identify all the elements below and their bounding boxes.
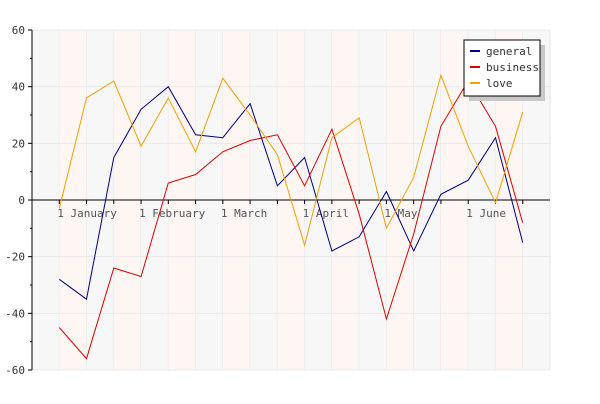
series-line-general bbox=[59, 85, 524, 301]
series-lines bbox=[58, 73, 524, 360]
x-tick-label: 1 March bbox=[221, 207, 267, 220]
series-line-love bbox=[58, 73, 524, 248]
x-tick-label: 1 May bbox=[384, 207, 417, 220]
x-tick-label: 1 February bbox=[139, 207, 206, 220]
y-tick-label: 20 bbox=[12, 137, 25, 150]
legend-label-general: general bbox=[486, 45, 532, 58]
y-tick-label: 40 bbox=[12, 81, 25, 94]
legend: general business love bbox=[463, 39, 545, 101]
x-tick-label: 1 April bbox=[303, 207, 349, 220]
y-tick-label: -60 bbox=[5, 364, 25, 377]
legend-label-love: love bbox=[486, 77, 513, 90]
y-tick-label: -20 bbox=[5, 251, 25, 264]
y-tick-label: 60 bbox=[12, 24, 25, 37]
legend-label-business: business bbox=[486, 61, 539, 74]
y-axis-ticks: -60 -40 -20 0 20 40 60 bbox=[5, 24, 32, 377]
x-tick-label: 1 January bbox=[57, 207, 117, 220]
y-tick-label: -40 bbox=[5, 307, 25, 320]
series-line-business bbox=[58, 80, 524, 360]
y-tick-label: 0 bbox=[18, 194, 25, 207]
x-axis-ticks: 1 January 1 February 1 March 1 April 1 May 1 … bbox=[57, 200, 524, 220]
x-tick-label: 1 June bbox=[466, 207, 506, 220]
